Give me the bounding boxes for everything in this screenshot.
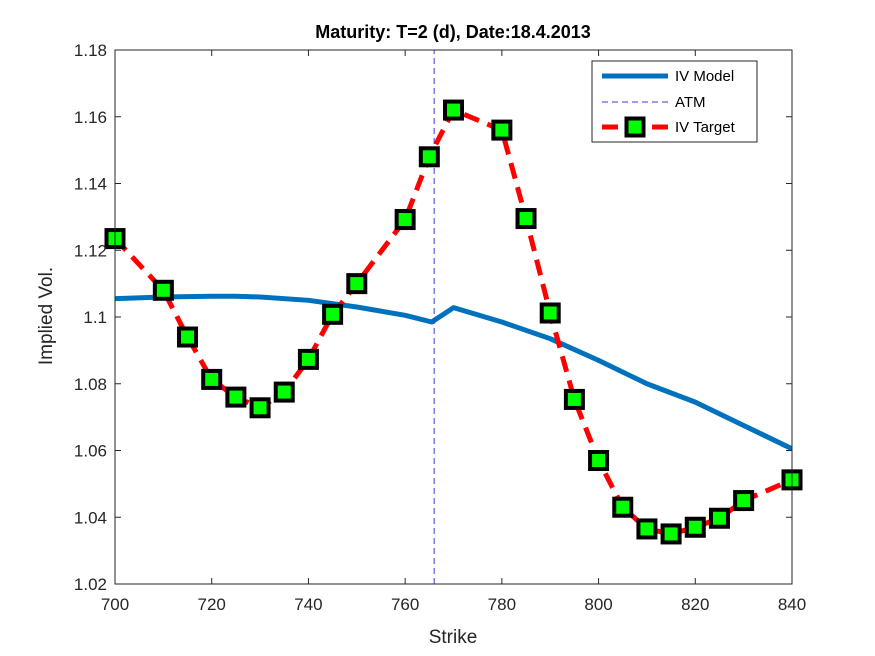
markers-layer [104, 99, 803, 545]
axes: 700 720 740 760 780 800 820 840 1.02 1.04 1.06 1.08… [74, 41, 806, 614]
iv-target-point [418, 146, 440, 168]
x-tick-label: 800 [584, 595, 612, 614]
x-tick-label: 720 [198, 595, 226, 614]
x-tick-label: 820 [681, 595, 709, 614]
iv-target-point [443, 99, 464, 121]
chart-title: Maturity: T=2 (d), Date:18.4.2013 [315, 22, 591, 42]
legend-label: IV Target [675, 119, 736, 136]
iv-target-point [491, 119, 513, 141]
iv-target-point [322, 303, 344, 325]
iv-target-point [539, 302, 561, 324]
iv-target-point [346, 273, 368, 295]
x-axis-label: Strike [429, 627, 478, 648]
iv-target-point [249, 397, 271, 419]
x-tick-label: 840 [778, 595, 806, 614]
iv-target-point [612, 496, 634, 518]
y-tick-label: 1.16 [74, 108, 107, 127]
iv-target-point [394, 209, 416, 231]
x-tick-label: 700 [101, 595, 129, 614]
y-tick-label: 1.02 [74, 575, 107, 594]
y-axis-label: Implied Vol. [36, 267, 57, 365]
x-tick-label: 760 [391, 595, 419, 614]
y-tick-label: 1.18 [74, 41, 107, 60]
legend-label: ATM [675, 94, 706, 111]
iv-target-point [225, 386, 247, 408]
iv-target-point [201, 368, 223, 390]
iv-target-point [708, 507, 730, 529]
y-tick-label: 1.1 [83, 308, 107, 327]
series-line-iv-model [115, 293, 792, 452]
y-tick-label: 1.14 [74, 175, 107, 194]
iv-target-point [684, 516, 706, 538]
iv-target-point [636, 518, 658, 540]
y-tick-label: 1.06 [74, 442, 107, 461]
legend: IV Model ATM IV Target [591, 60, 758, 143]
x-tick-label: 740 [294, 595, 322, 614]
y-tick-label: 1.04 [74, 508, 107, 527]
y-tick-label: 1.12 [74, 241, 107, 260]
iv-target-point [177, 326, 199, 348]
iv-target-point [588, 450, 610, 472]
iv-target-point [297, 348, 319, 370]
y-tick-label: 1.08 [74, 375, 107, 394]
iv-target-point [273, 381, 295, 403]
iv-target-point [563, 388, 585, 410]
iv-target-point [152, 279, 174, 301]
x-tick-label: 780 [488, 595, 516, 614]
legend-label: IV Model [675, 68, 734, 85]
iv-target-point [660, 523, 682, 545]
iv-target-point [515, 208, 537, 230]
iv-target-point [733, 490, 755, 512]
legend-marker-iv-target [624, 116, 646, 138]
